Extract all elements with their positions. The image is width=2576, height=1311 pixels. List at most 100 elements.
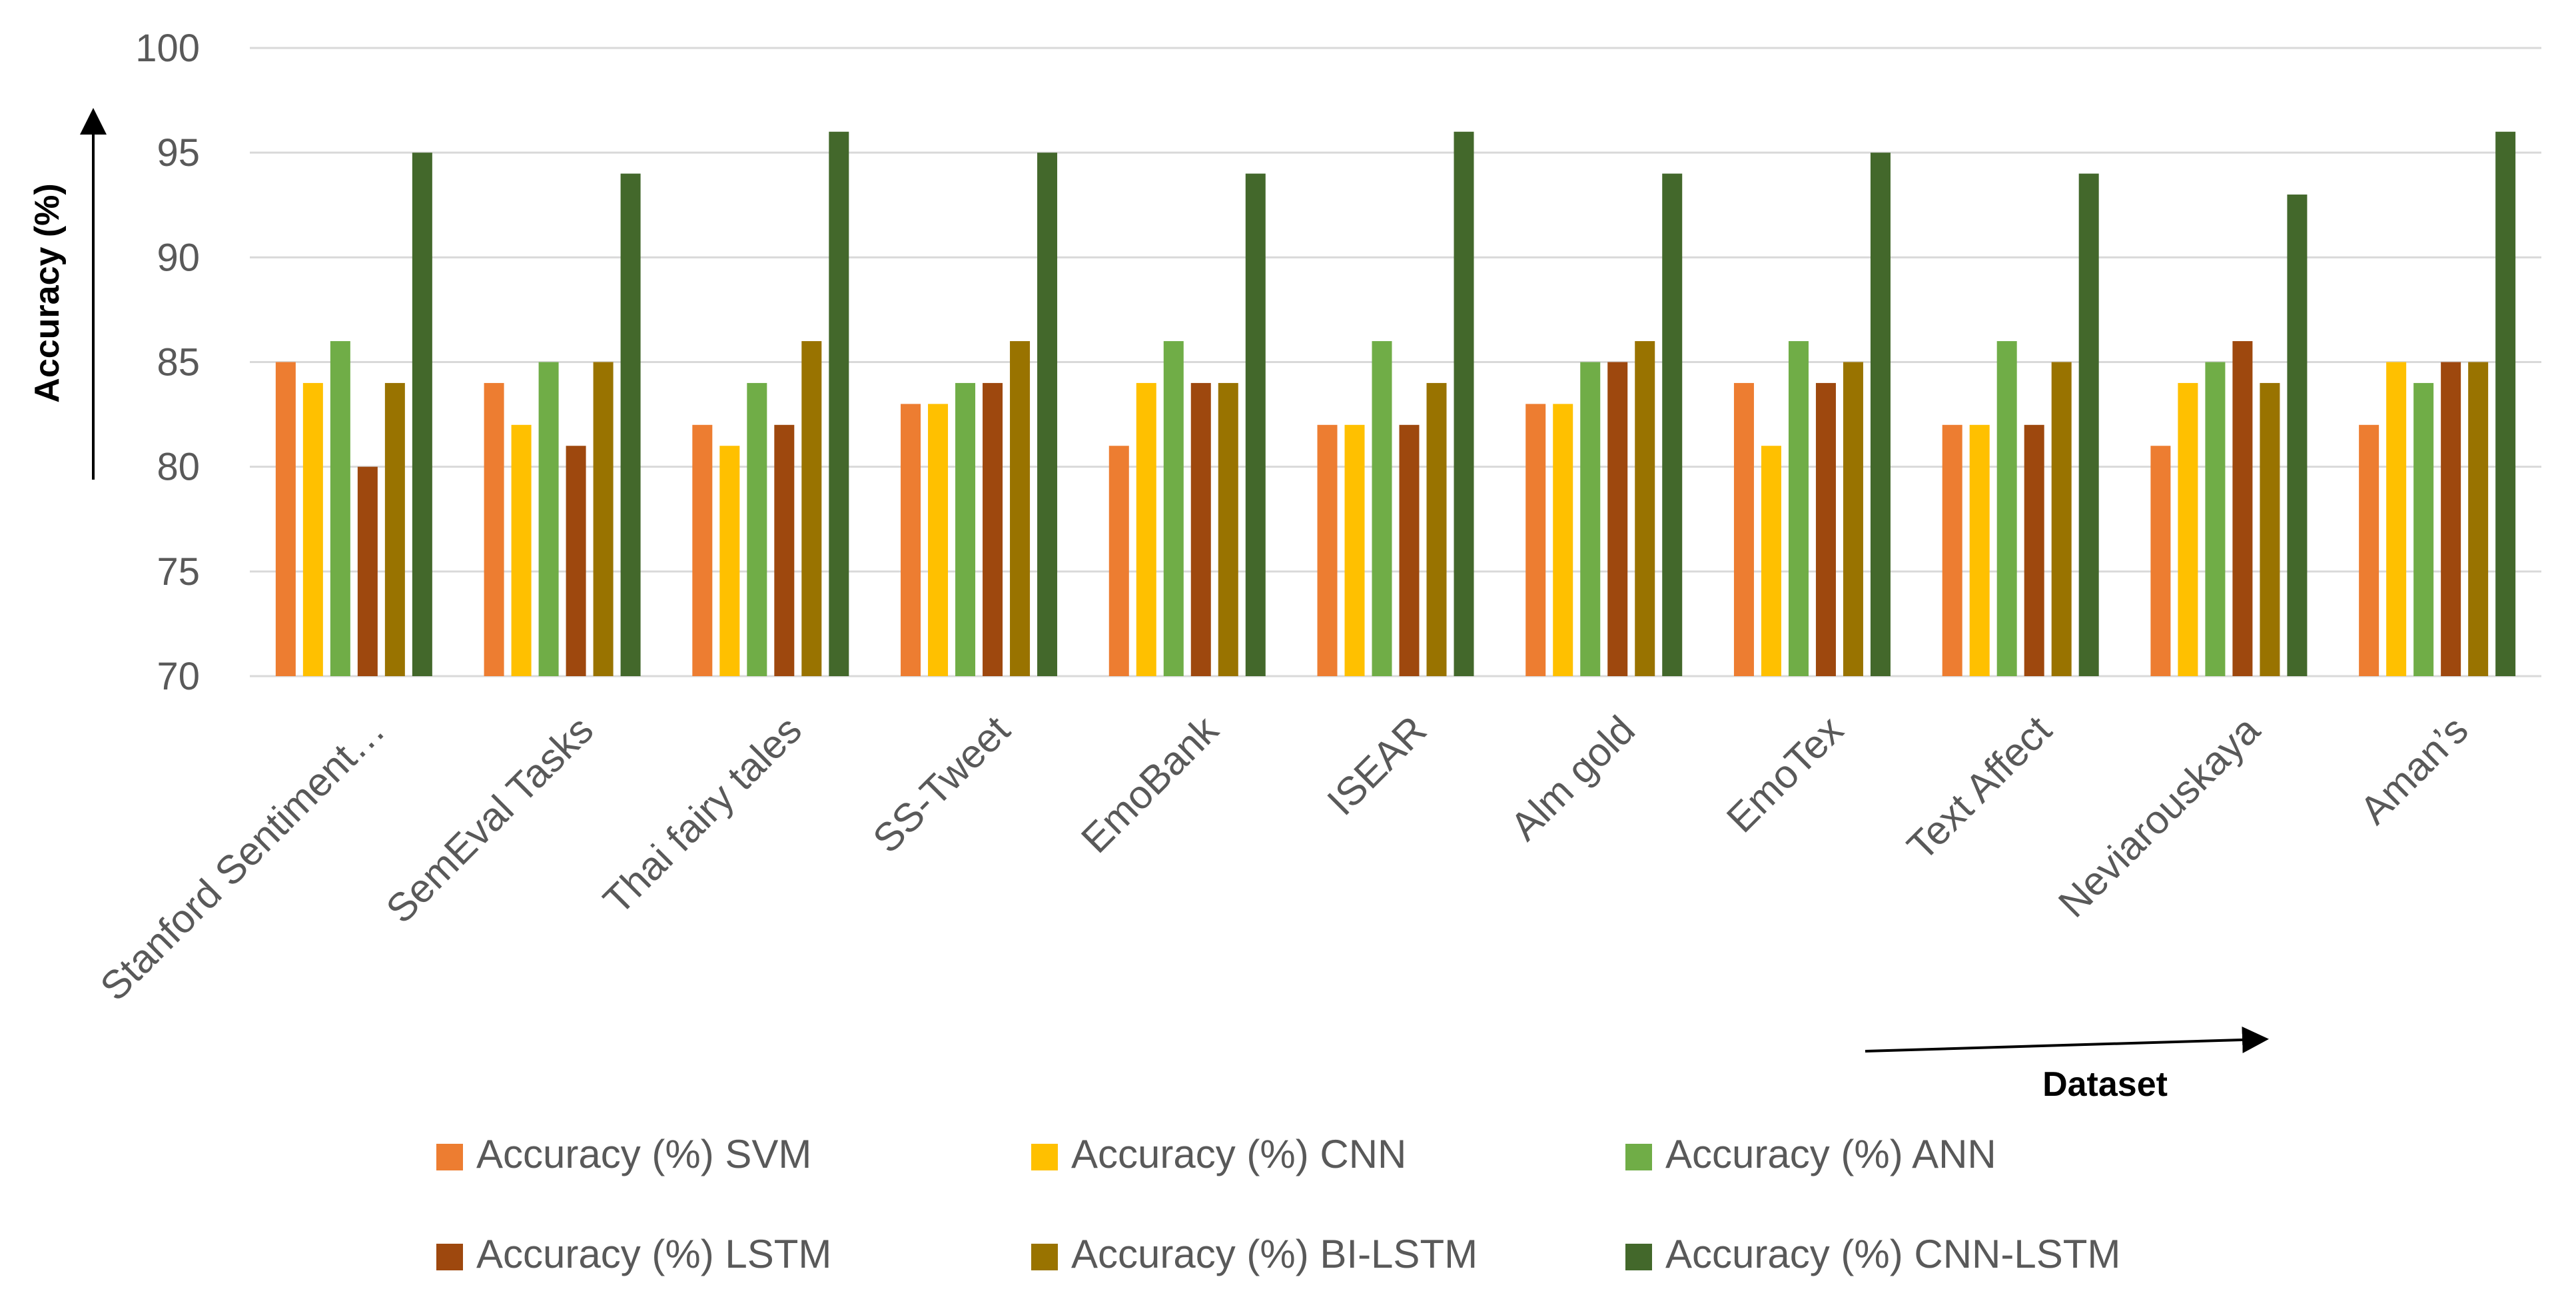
x-category-label: Aman’s xyxy=(2352,707,2477,833)
legend-label: Accuracy (%) LSTM xyxy=(476,1232,831,1276)
x-category-label: Text Affect xyxy=(1899,707,2060,869)
bar-accuracy-ann-4 xyxy=(955,382,976,676)
bar-accuracy-ann-5 xyxy=(1163,341,1184,676)
bar-accuracy-bi-lstm-4 xyxy=(1010,341,1031,676)
legend-swatch xyxy=(1625,1244,1652,1270)
x-category-label: Neviarouskaya xyxy=(2050,707,2268,925)
bar-accuracy-cnn-8 xyxy=(1761,446,1781,676)
bar-accuracy-cnn-11 xyxy=(2386,362,2407,676)
y-tick-label: 85 xyxy=(157,341,200,384)
legend-swatch xyxy=(1625,1144,1652,1170)
bar-accuracy-cnn-5 xyxy=(1136,382,1156,676)
bar-accuracy-bi-lstm-8 xyxy=(1843,362,1863,676)
bar-accuracy-bi-lstm-3 xyxy=(801,341,822,676)
bar-accuracy-svm-2 xyxy=(484,382,504,676)
x-category-label: EmoTex xyxy=(1718,707,1852,841)
bar-accuracy-bi-lstm-5 xyxy=(1218,382,1238,676)
y-tick-label: 75 xyxy=(157,550,200,594)
bar-accuracy-lstm-3 xyxy=(774,424,795,676)
y-tick-label: 100 xyxy=(135,27,200,70)
bar-accuracy-lstm-1 xyxy=(357,466,378,676)
y-tick-label: 95 xyxy=(157,131,200,175)
bar-accuracy-cnn-lstm-5 xyxy=(1245,173,1266,677)
bar-accuracy-cnn-lstm-9 xyxy=(2078,173,2099,677)
bar-accuracy-svm-1 xyxy=(275,362,296,676)
y-tick-label: 80 xyxy=(157,446,200,489)
legend: Accuracy (%) SVM Accuracy (%) CNN Accuracy… xyxy=(436,1132,2120,1276)
bar-accuracy-lstm-10 xyxy=(2232,341,2253,676)
bar-accuracy-svm-10 xyxy=(2150,446,2171,676)
bar-accuracy-bi-lstm-7 xyxy=(1635,341,1655,676)
x-category-label: ISEAR xyxy=(1318,707,1435,824)
bar-accuracy-svm-6 xyxy=(1317,424,1338,676)
bar-accuracy-ann-11 xyxy=(2413,382,2434,676)
bar-accuracy-cnn-lstm-8 xyxy=(1870,153,1891,676)
bar-accuracy-bi-lstm-1 xyxy=(384,382,405,676)
legend-swatch xyxy=(436,1244,463,1270)
legend-label: Accuracy (%) SVM xyxy=(476,1132,811,1176)
bar-accuracy-ann-2 xyxy=(538,362,559,676)
bar-accuracy-lstm-8 xyxy=(1815,382,1836,676)
y-axis-title: Accuracy (%) xyxy=(28,183,67,402)
x-category-label: SemEval Tasks xyxy=(378,707,602,932)
y-tick-label: 70 xyxy=(157,655,200,698)
bar-accuracy-ann-1 xyxy=(330,341,350,676)
legend-swatch xyxy=(1031,1244,1058,1270)
bar-accuracy-cnn-9 xyxy=(1969,424,1990,676)
legend-swatch xyxy=(436,1144,463,1170)
bar-accuracy-ann-6 xyxy=(1372,341,1392,676)
y-axis-ticks: 70 75 80 85 90 95 100 xyxy=(135,27,200,698)
bar-accuracy-cnn-2 xyxy=(511,424,532,676)
legend-label: Accuracy (%) BI-LSTM xyxy=(1071,1232,1478,1276)
x-axis-title: Dataset xyxy=(2042,1065,2168,1104)
bar-accuracy-lstm-5 xyxy=(1190,382,1211,676)
x-category-label: SS-Tweet xyxy=(864,707,1019,862)
bar-accuracy-bi-lstm-6 xyxy=(1426,382,1447,676)
bar-accuracy-bi-lstm-10 xyxy=(2260,382,2280,676)
bar-accuracy-cnn-lstm-10 xyxy=(2287,195,2308,676)
bar-accuracy-svm-3 xyxy=(692,424,713,676)
bar-accuracy-cnn-lstm-7 xyxy=(1662,173,1683,677)
legend-swatch xyxy=(1031,1144,1058,1170)
bar-accuracy-cnn-lstm-2 xyxy=(620,173,641,677)
bar-accuracy-cnn-3 xyxy=(719,446,740,676)
x-category-label: EmoBank xyxy=(1073,707,1227,861)
legend-label: Accuracy (%) ANN xyxy=(1665,1132,1996,1176)
legend-label: Accuracy (%) CNN xyxy=(1071,1132,1406,1176)
bar-accuracy-svm-7 xyxy=(1525,404,1546,676)
bar-accuracy-cnn-4 xyxy=(928,404,949,676)
bar-accuracy-svm-11 xyxy=(2359,424,2379,676)
bar-accuracy-ann-3 xyxy=(747,382,767,676)
bar-accuracy-bi-lstm-9 xyxy=(2051,362,2072,676)
x-category-label: Alm gold xyxy=(1502,707,1643,849)
bar-accuracy-cnn-lstm-6 xyxy=(1454,131,1474,676)
x-axis-arrow xyxy=(1865,1026,2269,1053)
x-category-label: Thai fairy tales xyxy=(595,707,810,923)
bar-accuracy-cnn-6 xyxy=(1344,424,1365,676)
y-tick-label: 90 xyxy=(157,236,200,279)
bar-accuracy-bi-lstm-2 xyxy=(593,362,614,676)
bar-accuracy-svm-4 xyxy=(901,404,921,676)
bar-accuracy-lstm-6 xyxy=(1399,424,1420,676)
bar-accuracy-cnn-lstm-11 xyxy=(2495,131,2516,676)
bar-accuracy-ann-8 xyxy=(1788,341,1809,676)
bar-accuracy-svm-5 xyxy=(1108,446,1129,676)
bar-accuracy-lstm-4 xyxy=(983,382,1003,676)
bar-accuracy-cnn-7 xyxy=(1553,404,1573,676)
bar-accuracy-bi-lstm-11 xyxy=(2468,362,2489,676)
bar-accuracy-cnn-lstm-1 xyxy=(412,153,432,676)
bar-accuracy-cnn-lstm-3 xyxy=(829,131,849,676)
bar-accuracy-cnn-lstm-4 xyxy=(1037,153,1058,676)
x-category-label: Stanford Sentiment… xyxy=(92,707,394,1009)
bar-accuracy-lstm-11 xyxy=(2441,362,2461,676)
bar-accuracy-lstm-7 xyxy=(1607,362,1628,676)
bars xyxy=(275,131,2516,677)
bar-accuracy-cnn-1 xyxy=(302,382,323,676)
legend-label: Accuracy (%) CNN-LSTM xyxy=(1665,1232,2120,1276)
bar-accuracy-lstm-9 xyxy=(2024,424,2044,676)
bar-accuracy-cnn-10 xyxy=(2178,382,2198,676)
bar-accuracy-lstm-2 xyxy=(566,446,586,676)
bar-accuracy-svm-9 xyxy=(1942,424,1962,676)
